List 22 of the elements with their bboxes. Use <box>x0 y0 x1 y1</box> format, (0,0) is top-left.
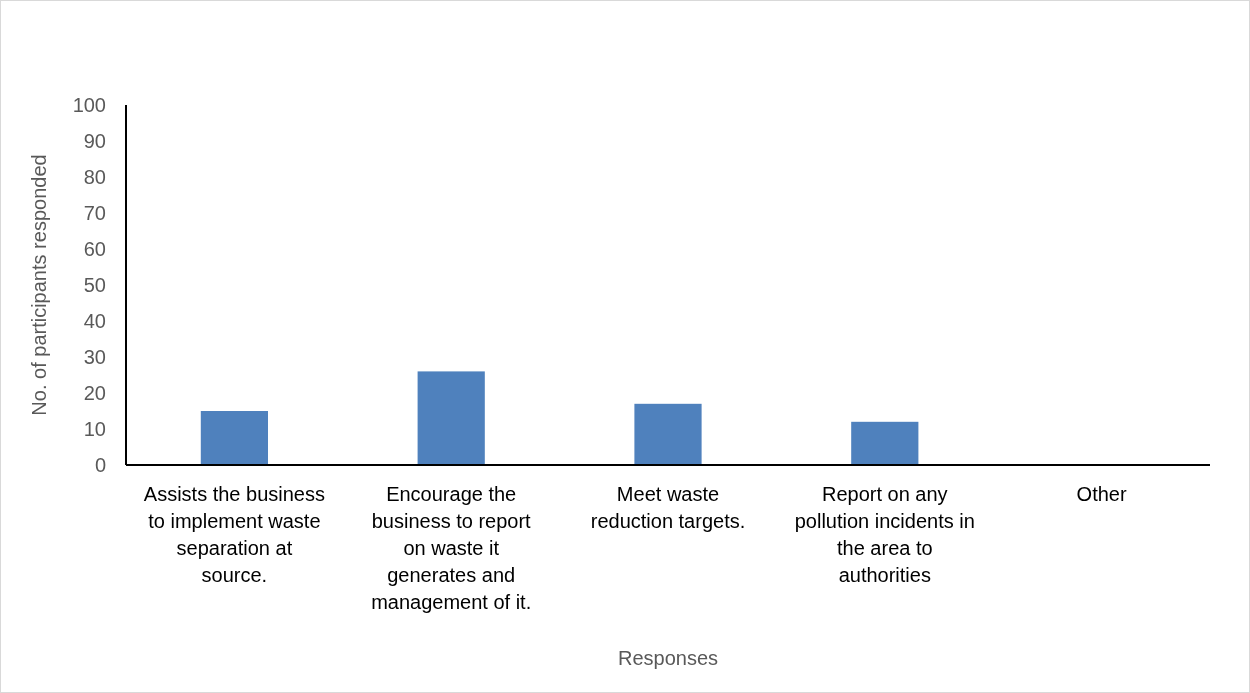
y-tick-label: 70 <box>83 202 106 224</box>
x-tick-label: Encourage the business to report on waste it generates and management of it. <box>371 483 532 613</box>
bar <box>417 371 485 465</box>
y-tick-label: 40 <box>83 310 106 332</box>
y-tick-label: 0 <box>94 454 106 476</box>
y-tick-label: 100 <box>72 94 106 116</box>
y-tick-label: 50 <box>83 274 106 296</box>
bar <box>634 403 702 465</box>
y-tick-label: 10 <box>83 418 106 440</box>
x-tick-label: Meet waste reduction targets. <box>590 483 746 532</box>
y-tick-label: 90 <box>83 130 106 152</box>
x-tick-label: Other <box>1076 483 1127 505</box>
y-tick-label: 80 <box>83 166 106 188</box>
y-tick-label: 20 <box>83 382 106 404</box>
bar <box>200 411 268 465</box>
y-tick-label: 60 <box>83 238 106 260</box>
y-tick-label: 30 <box>83 346 106 368</box>
y-axis-title: No. of participants responded <box>28 154 50 416</box>
x-tick-label: Report on any pollution incidents in the area to authorities <box>794 483 975 586</box>
bar <box>851 421 919 465</box>
x-tick-label: Assists the business to implement waste separation at source. <box>143 483 325 586</box>
x-axis-title: Responses <box>617 647 719 669</box>
